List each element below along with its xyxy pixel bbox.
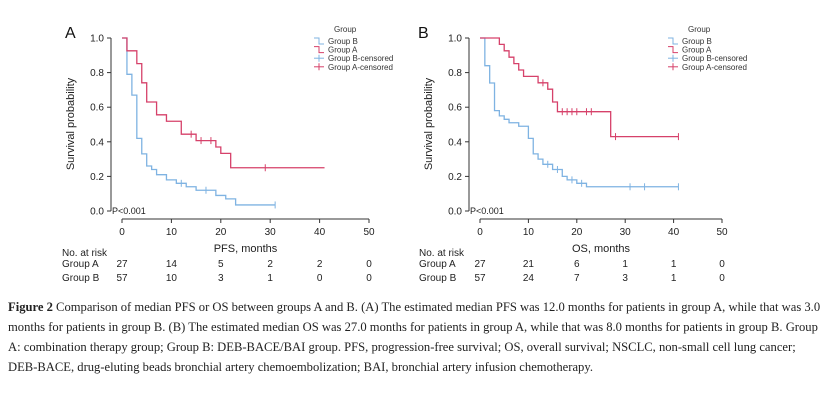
panel-b-risk-group-b-value: 57 (474, 273, 486, 284)
panel-b-legend-group-b-censored-label: Group B-censored (682, 54, 747, 63)
panel-a-y-tick-label: 0.8 (90, 68, 104, 79)
panel-b-x-tick-label: 50 (716, 227, 728, 238)
panel-b-y-tick-label: 0.8 (448, 68, 462, 79)
panel-b-risk-group-a-value: 21 (523, 259, 535, 270)
panel-b-risk-group-a-value: 1 (622, 259, 628, 270)
panel-b-x-tick-label: 20 (571, 227, 583, 238)
panel-b-legend-group-b-label: Group B (682, 37, 712, 46)
panel-a-legend-group-a-marker (314, 46, 324, 54)
panel-a-group-a-curve (122, 37, 325, 169)
panel-b-x-tick-label: 40 (668, 227, 680, 238)
figure-caption: Figure 2 Comparison of median PFS or OS … (8, 297, 824, 377)
panel-a-risk-header: No. at risk (62, 248, 108, 259)
panel-a-y-tick-label: 0.2 (90, 172, 104, 183)
panel-a-risk-group-b-value: 3 (218, 273, 224, 284)
panel-a-risk-group-a-value: 5 (218, 259, 224, 270)
panel-a-risk-group-a-value: 0 (366, 259, 372, 270)
panel-b-legend-group-b-marker (668, 37, 678, 45)
panel-a-x-tick-label: 40 (314, 227, 326, 238)
panel-b-legend-group-a-label: Group A (682, 46, 712, 55)
panel-a-risk-group-a-value: 2 (267, 259, 273, 270)
panel-a-risk-group-a-value: 27 (116, 259, 128, 270)
panel-b-risk-group-b-value: 24 (523, 273, 535, 284)
panel-a-label: A (65, 25, 76, 42)
panel-a-x-tick-label: 10 (166, 227, 178, 238)
panel-b-y-tick-label: 1.0 (448, 34, 462, 45)
panel-a-x-tick-label: 0 (119, 227, 125, 238)
panel-a-risk-group-b-value: 10 (166, 273, 178, 284)
panel-a-legend-title: Group (334, 25, 357, 34)
panel-b-y-axis-label: Survival probability (423, 77, 435, 170)
panel-b-risk-group-a-value: 27 (474, 259, 486, 270)
panel-b-risk-group-a-label: Group A (419, 259, 456, 270)
panel-b-risk-group-b-value: 3 (622, 273, 628, 284)
panel-a-legend-group-b-label: Group B (328, 37, 358, 46)
panel-b-x-tick-label: 10 (523, 227, 535, 238)
caption-text: Comparison of median PFS or OS between g… (8, 300, 821, 374)
panel-b-risk-group-a-value: 6 (574, 259, 580, 270)
panel-b-y-tick-label: 0.0 (448, 207, 462, 218)
panel-b-p-value: P<0.001 (470, 206, 504, 216)
panel-a-risk-group-b-value: 57 (116, 273, 128, 284)
panel-b-label: B (418, 25, 429, 42)
panel-a-y-tick-label: 0.6 (90, 103, 104, 114)
panel-b-x-tick-label: 0 (477, 227, 483, 238)
panel-b-legend-group-a-censored-label: Group A-censored (682, 63, 747, 72)
panel-a-y-tick-label: 0.4 (90, 137, 104, 148)
panel-a-x-tick-label: 50 (363, 227, 375, 238)
panel-a-group-b-curve (122, 37, 276, 206)
panel-b-risk-group-b-value: 7 (574, 273, 580, 284)
panel-b-group-a-curve (480, 37, 679, 138)
panel-a-legend-group-a-censored-label: Group A-censored (328, 63, 393, 72)
panel-b-y-tick-label: 0.4 (448, 137, 462, 148)
panel-b-risk-header: No. at risk (419, 248, 465, 259)
panel-a-risk-group-a-value: 14 (166, 259, 178, 270)
panel-a-legend-group-a-label: Group A (328, 46, 358, 55)
panel-b-legend-group-a-marker (668, 46, 678, 54)
panel-b-y-tick-label: 0.6 (448, 103, 462, 114)
panel-a-risk-group-b-value: 1 (267, 273, 273, 284)
panel-a-risk-group-b-label: Group B (62, 273, 100, 284)
panel-a-y-tick-label: 1.0 (90, 34, 104, 45)
panel-a-risk-group-b-value: 0 (317, 273, 323, 284)
panel-a-risk-group-a-label: Group A (62, 259, 99, 270)
caption-label: Figure 2 (8, 300, 53, 314)
panel-b-x-tick-label: 30 (620, 227, 632, 238)
panel-a-x-tick-label: 20 (215, 227, 227, 238)
panel-a-x-tick-label: 30 (265, 227, 277, 238)
panel-b-risk-group-a-value: 0 (719, 259, 725, 270)
panel-b-y-tick-label: 0.2 (448, 172, 462, 183)
panel-b-risk-group-a-value: 1 (671, 259, 677, 270)
panel-a-risk-group-b-value: 0 (366, 273, 372, 284)
panel-a-p-value: P<0.001 (112, 206, 146, 216)
panel-a-y-axis-label: Survival probability (65, 77, 77, 170)
panel-a-risk-group-a-value: 2 (317, 259, 323, 270)
panel-a-y-tick-label: 0.0 (90, 207, 104, 218)
panel-a-legend-group-b-censored-label: Group B-censored (328, 54, 393, 63)
panel-a-x-axis-label: PFS, months (214, 243, 278, 255)
panel-b-risk-group-b-value: 1 (671, 273, 677, 284)
panel-b-risk-group-b-label: Group B (419, 273, 457, 284)
panel-b-risk-group-b-value: 0 (719, 273, 725, 284)
panel-b-group-b-curve (480, 37, 679, 188)
panel-b-x-axis-label: OS, months (572, 243, 631, 255)
panel-b-legend-title: Group (688, 25, 711, 34)
panel-a-legend-group-b-marker (314, 37, 324, 45)
